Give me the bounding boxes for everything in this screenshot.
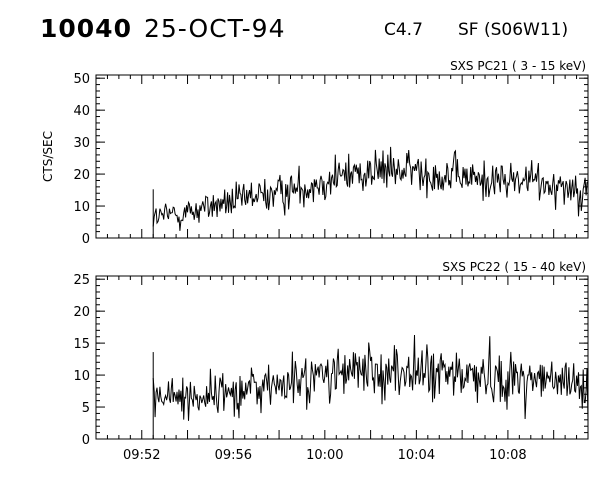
y-tick-label: 10 — [73, 200, 90, 215]
x-tick-label: 10:00 — [306, 448, 343, 463]
y-tick-label: 20 — [73, 305, 90, 320]
panel-title: SXS PC21 ( 3 - 15 keV) — [450, 59, 586, 73]
x-tick-label: 10:04 — [398, 448, 435, 463]
panel-pc22: 0 5 10 15 20 25 09:52 09:56 10:00 10:04 10:08 SXS P… — [73, 260, 589, 463]
y-tick-label: 0 — [82, 433, 90, 448]
event-date: 25-OCT-94 — [144, 14, 286, 43]
flare-location: SF (S06W11) — [458, 20, 569, 40]
data-trace — [152, 146, 589, 231]
y-tick-label: 50 — [73, 72, 90, 87]
y-tick-label: 40 — [73, 104, 90, 119]
y-tick-label: 20 — [73, 168, 90, 183]
data-trace — [152, 334, 589, 422]
x-tick-label: 09:52 — [123, 448, 160, 463]
plot-frame — [95, 275, 589, 440]
panel-pc21: 0 10 20 30 40 50 SXS PC21 ( 3 - 15 keV) CTS/SEC — [41, 59, 589, 247]
y-tick-label: 25 — [73, 273, 90, 288]
plot-frame — [95, 74, 589, 239]
goes-class: C4.7 — [384, 20, 423, 40]
event-id: 10040 — [40, 14, 132, 43]
y-tick-label: 5 — [82, 401, 90, 416]
y-tick-label: 15 — [73, 337, 90, 352]
x-tick-label: 09:56 — [215, 448, 252, 463]
y-tick-label: 0 — [82, 232, 90, 247]
y-tick-label: 10 — [73, 369, 90, 384]
y-axis-label: CTS/SEC — [41, 131, 55, 182]
panel-title: SXS PC22 ( 15 - 40 keV) — [442, 260, 586, 274]
y-tick-label: 30 — [73, 136, 90, 151]
x-tick-label: 10:08 — [489, 448, 526, 463]
